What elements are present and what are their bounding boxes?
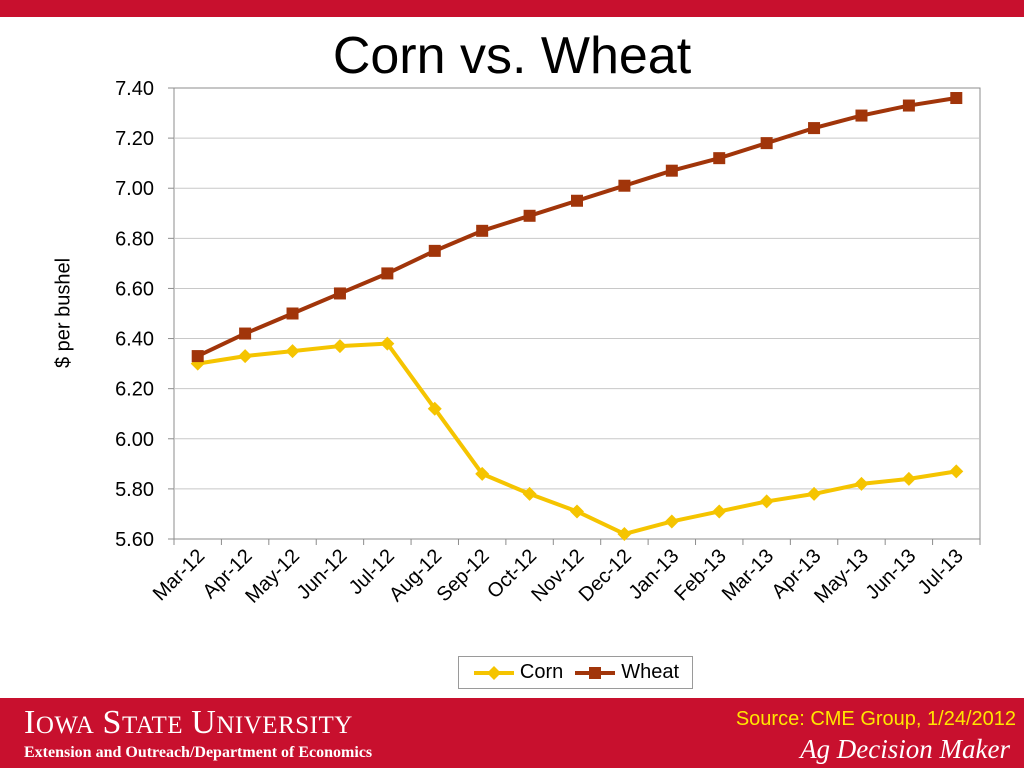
legend-label-corn: Corn	[519, 661, 564, 683]
y-tick-label: 6.80	[115, 228, 154, 250]
y-tick-label: 6.40	[115, 329, 154, 351]
department-name: Extension and Outreach/Department of Eco…	[24, 744, 373, 761]
data-point-corn	[949, 464, 964, 479]
y-tick-label: 6.20	[115, 379, 154, 401]
data-point-wheat	[191, 350, 204, 363]
x-tick-label: Mar-13	[718, 545, 778, 605]
page-title: Corn vs. Wheat	[332, 27, 692, 85]
data-point-corn	[332, 339, 347, 354]
data-point-wheat	[523, 209, 536, 222]
source-note: Source: CME Group, 1/24/2012	[735, 708, 1016, 730]
legend-swatch-wheat	[575, 666, 616, 679]
data-point-corn	[901, 471, 916, 486]
data-point-corn	[285, 344, 300, 359]
legend-label-wheat: Wheat	[621, 661, 680, 683]
data-point-wheat	[571, 194, 583, 207]
x-tick-label: May-13	[810, 545, 873, 608]
x-tick-label: May-12	[241, 545, 304, 608]
legend-swatch-corn	[473, 665, 514, 680]
data-point-corn	[570, 504, 584, 519]
y-tick-label: 5.60	[115, 529, 154, 551]
data-point-wheat	[239, 327, 252, 340]
data-point-corn	[380, 336, 395, 351]
data-point-wheat	[381, 267, 394, 280]
footer-bar: IOWA STATE UNIVERSITY Extension and Outr…	[0, 698, 1024, 768]
y-tick-label: 7.00	[115, 178, 154, 200]
y-tick-label: 7.20	[115, 128, 154, 150]
y-tick-label: 7.40	[115, 78, 154, 100]
x-tick-label: Mar-12	[149, 545, 209, 605]
university-logo: IOWA STATE UNIVERSITY	[24, 704, 353, 741]
x-tick-label: Aug-12	[385, 545, 446, 606]
legend-item-wheat: Wheat	[573, 661, 679, 684]
data-point-wheat	[618, 179, 631, 192]
data-point-corn	[238, 349, 253, 364]
data-point-wheat	[808, 122, 821, 135]
chart-legend: Corn Wheat	[458, 656, 693, 689]
data-point-corn	[664, 514, 679, 529]
y-axis-label: $ per bushel	[52, 257, 75, 369]
header-bar	[0, 0, 1024, 17]
x-tick-label: Feb-13	[670, 545, 730, 605]
plot-area	[173, 87, 981, 540]
x-tick-label: Jun-12	[293, 545, 352, 604]
brand-name: Ag Decision Maker	[800, 734, 1010, 764]
y-tick-label: 5.80	[115, 479, 154, 501]
data-point-corn	[522, 486, 537, 501]
legend-item-corn: Corn	[472, 661, 563, 684]
data-point-corn	[807, 486, 822, 501]
data-point-corn	[712, 504, 727, 519]
data-point-wheat	[476, 224, 489, 237]
x-tick-label: Sep-12	[433, 545, 494, 606]
y-tick-label: 6.00	[115, 429, 154, 451]
data-point-wheat	[855, 109, 868, 122]
data-point-wheat	[286, 307, 299, 320]
data-point-wheat	[713, 152, 726, 165]
data-point-corn	[427, 401, 442, 416]
data-point-corn	[854, 476, 869, 491]
x-tick-label: Nov-12	[527, 545, 588, 606]
x-tick-label: Jun-13	[862, 545, 921, 604]
data-point-wheat	[333, 287, 346, 300]
data-point-wheat	[902, 99, 915, 112]
data-point-wheat	[950, 92, 963, 105]
x-tick-label: Dec-12	[575, 545, 636, 606]
line-chart: 5.60 5.80 6.00 6.20 6.40 6.60 6.80 7.00 7.20 7.40…	[115, 78, 981, 608]
x-tick-label: Jul-13	[914, 545, 968, 599]
data-point-corn	[617, 526, 632, 541]
y-tick-label: 6.60	[115, 278, 154, 300]
data-point-wheat	[665, 164, 678, 177]
data-point-corn	[475, 466, 490, 481]
data-point-wheat	[760, 137, 773, 150]
data-point-corn	[759, 494, 774, 509]
data-point-wheat	[428, 244, 441, 257]
